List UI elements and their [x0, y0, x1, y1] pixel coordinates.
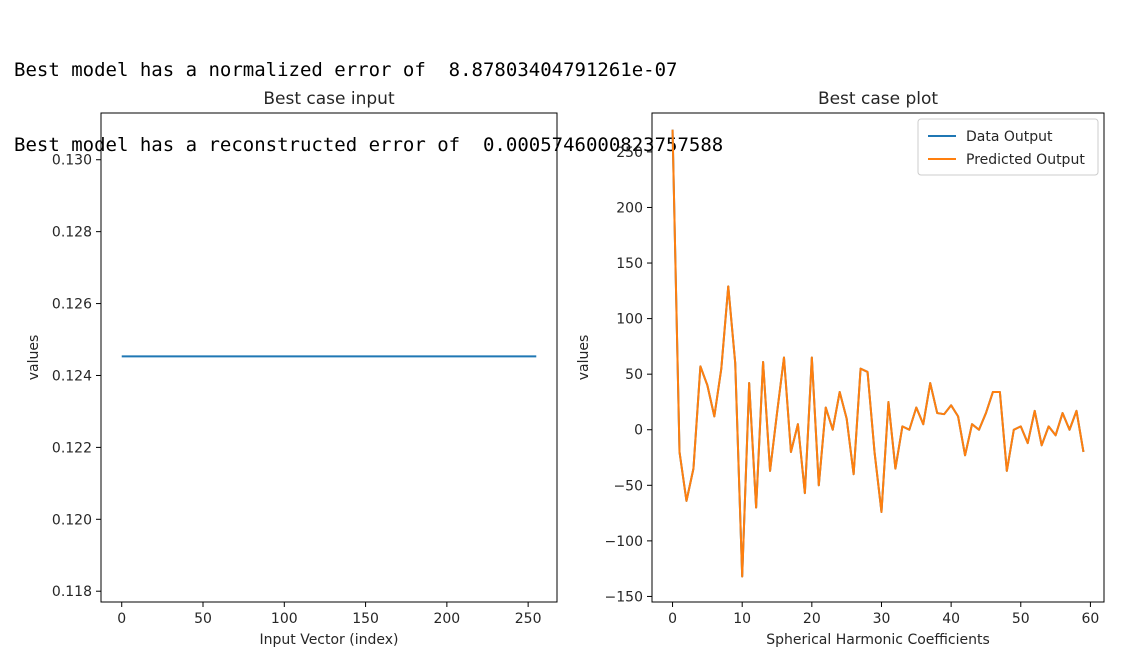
y-tick-label: 0.128: [52, 225, 92, 241]
y-tick-label: 0.122: [52, 440, 92, 456]
legend: Data Output Predicted Output: [917, 118, 1099, 176]
y-tick-label: 0: [634, 423, 643, 439]
series-line-2: [671, 129, 1085, 578]
y-tick-label: 100: [616, 312, 643, 328]
y-tick-label: 150: [616, 256, 643, 272]
x-tick-label: 60: [1082, 611, 1100, 627]
y-tick-label: −100: [605, 534, 643, 550]
y-axis-label: values: [576, 335, 592, 381]
x-tick-label: 50: [1012, 611, 1030, 627]
y-tick-label: 0.124: [52, 368, 92, 384]
y-tick-label: −150: [605, 589, 643, 605]
chart-title: Best case input: [263, 89, 395, 109]
y-tick-label: 200: [616, 200, 643, 216]
x-tick-label: 10: [733, 611, 751, 627]
x-tick-label: 40: [942, 611, 960, 627]
reconstructed-error-line: Best model has a reconstructed error of …: [14, 134, 724, 156]
y-tick-label: −50: [613, 478, 643, 494]
y-tick-label: 50: [625, 367, 643, 383]
chart-title: Best case plot: [818, 89, 938, 109]
y-tick-label: 250: [616, 145, 643, 161]
x-axis-label: Input Vector (index): [260, 632, 399, 648]
x-tick-label: 50: [194, 611, 212, 627]
cell-output-text: Best model has a normalized error of 8.8…: [14, 8, 723, 183]
x-tick-label: 20: [803, 611, 821, 627]
x-tick-label: 150: [352, 611, 379, 627]
y-axis-label: values: [26, 335, 42, 381]
axes-frame: [100, 112, 558, 603]
chart-1: 0 50 100 150 200 250 0.118 0.120 0.122 0.124 0.126…: [26, 89, 558, 648]
x-tick-label: 0: [668, 611, 677, 627]
x-tick-label: 100: [271, 611, 298, 627]
normalized-error-line: Best model has a normalized error of 8.8…: [14, 59, 678, 81]
y-tick-label: 0.126: [52, 297, 92, 313]
chart-2: 0 10 20 30 40 50 60 −150 −100 −50 0 50 100 150 200 250 B…: [576, 89, 1105, 648]
y-tick-label: 0.120: [52, 512, 92, 528]
x-axis-label: Spherical Harmonic Coefficients: [766, 632, 990, 648]
x-tick-label: 30: [873, 611, 891, 627]
legend-box: [917, 118, 1099, 176]
y-tick-label: 0.130: [52, 153, 92, 169]
x-tick-label: 200: [433, 611, 460, 627]
x-tick-label: 250: [515, 611, 542, 627]
legend-label: Predicted Output: [966, 152, 1085, 168]
x-tick-label: 0: [117, 611, 126, 627]
axes-frame: [651, 112, 1105, 603]
y-tick-label: 0.118: [52, 584, 92, 600]
legend-label: Data Output: [966, 129, 1053, 145]
